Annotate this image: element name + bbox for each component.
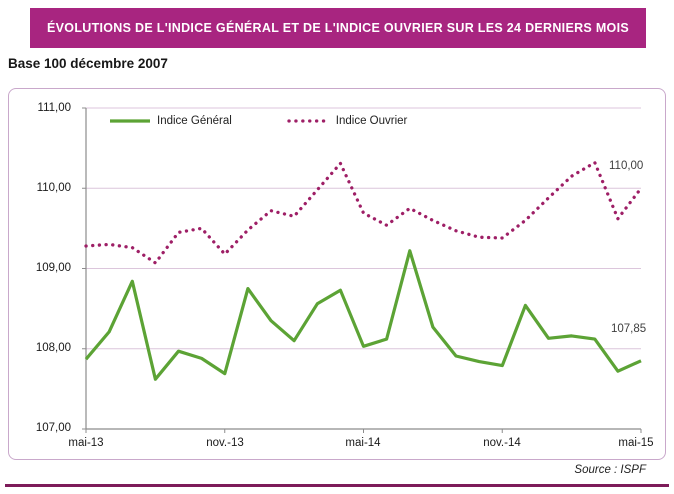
- x-axis-tick-label: nov.-14: [483, 437, 521, 449]
- source-note: Source : ISPF: [574, 464, 646, 476]
- chart: 111,00 110,00 109,00 108,00 107,00 mai-1…: [8, 88, 666, 460]
- legend-label-indice-general: Indice Général: [157, 115, 232, 127]
- y-axis-tick-label: 110,00: [36, 182, 71, 194]
- page-title: ÉVOLUTIONS DE L'INDICE GÉNÉRAL ET DE L'I…: [47, 21, 629, 35]
- legend-entry-indice-general: Indice Général: [109, 115, 232, 127]
- y-axis-tick-label: 111,00: [37, 102, 71, 114]
- y-axis-tick-label: 108,00: [35, 342, 71, 354]
- x-axis-tick-label: mai-15: [618, 437, 654, 449]
- series-line-indice-general: [84, 249, 642, 381]
- y-axis-tick-label: 109,00: [35, 262, 71, 274]
- title-banner: ÉVOLUTIONS DE L'INDICE GÉNÉRAL ET DE L'I…: [30, 8, 646, 48]
- legend-entry-indice-ouvrier: Indice Ouvrier: [286, 115, 408, 127]
- y-axis-tick-label: 107,00: [35, 422, 71, 434]
- series-line-indice-ouvrier: [84, 160, 643, 265]
- chart-subtitle: Base 100 décembre 2007: [8, 56, 168, 71]
- plot-area: [82, 107, 643, 433]
- legend-dotted-line-swatch: [287, 119, 330, 123]
- data-label-general-last: 107,85: [611, 323, 647, 335]
- x-axis-tick-label: mai-13: [68, 437, 104, 449]
- x-axis-tick-label: mai-14: [345, 437, 381, 449]
- legend: Indice Général Indice Ouvrier: [109, 115, 407, 127]
- bottom-rule: [5, 484, 669, 487]
- legend-solid-line-swatch: [110, 119, 150, 123]
- legend-label-indice-ouvrier: Indice Ouvrier: [335, 115, 408, 127]
- data-label-ouvrier-last: 110,00: [609, 160, 644, 172]
- x-axis-tick-label: nov.-13: [206, 437, 244, 449]
